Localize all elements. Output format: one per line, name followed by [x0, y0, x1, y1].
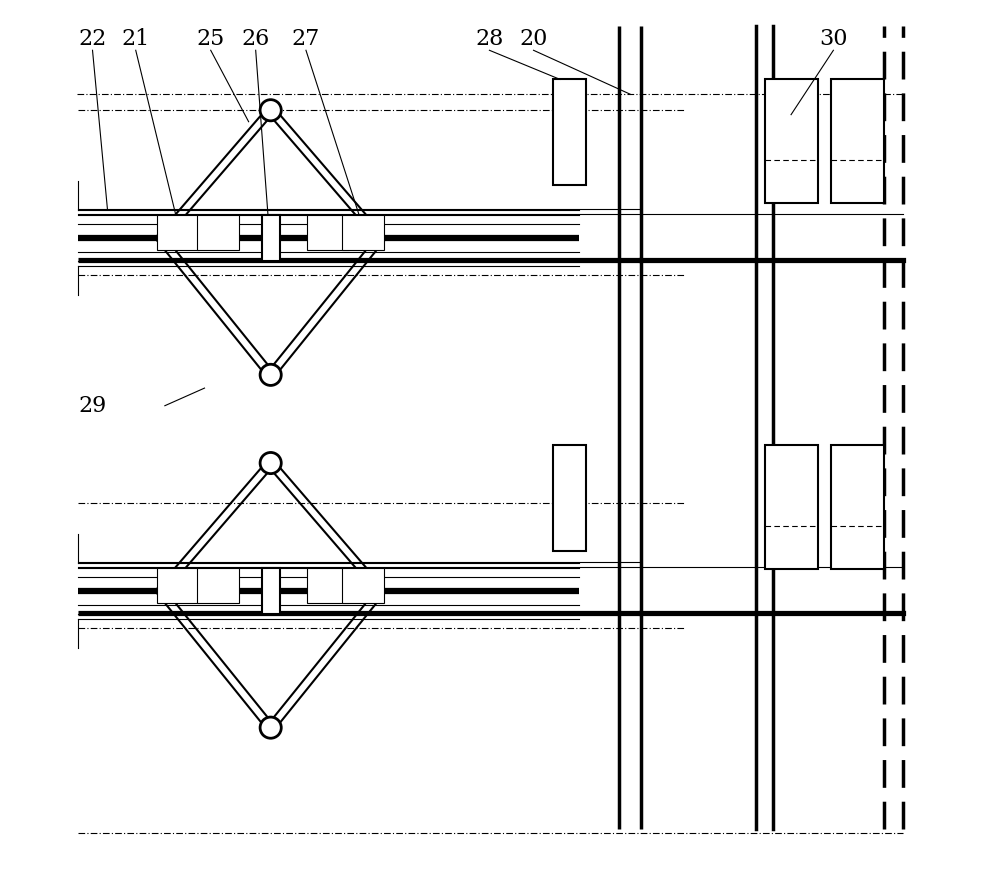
Text: 27: 27 — [292, 28, 320, 49]
Text: 21: 21 — [122, 28, 150, 49]
Bar — [553, 79, 586, 185]
Bar — [342, 568, 384, 603]
Text: 25: 25 — [197, 28, 225, 49]
Bar — [197, 215, 239, 250]
Bar — [262, 568, 280, 614]
Circle shape — [260, 452, 281, 474]
Circle shape — [260, 100, 281, 121]
Text: 20: 20 — [519, 28, 548, 49]
Bar — [553, 445, 586, 551]
Bar — [157, 568, 199, 603]
Text: 22: 22 — [78, 28, 107, 49]
Text: 30: 30 — [819, 28, 848, 49]
Bar — [831, 445, 884, 569]
Bar — [197, 568, 239, 603]
Bar — [831, 79, 884, 203]
Bar — [307, 215, 349, 250]
Bar — [342, 215, 384, 250]
Bar — [307, 568, 349, 603]
Circle shape — [260, 364, 281, 385]
Text: 29: 29 — [78, 395, 107, 416]
Bar — [157, 215, 199, 250]
Bar — [765, 79, 818, 203]
Text: 28: 28 — [475, 28, 504, 49]
Text: 26: 26 — [242, 28, 270, 49]
Bar — [765, 445, 818, 569]
Circle shape — [260, 717, 281, 738]
Bar — [262, 215, 280, 261]
